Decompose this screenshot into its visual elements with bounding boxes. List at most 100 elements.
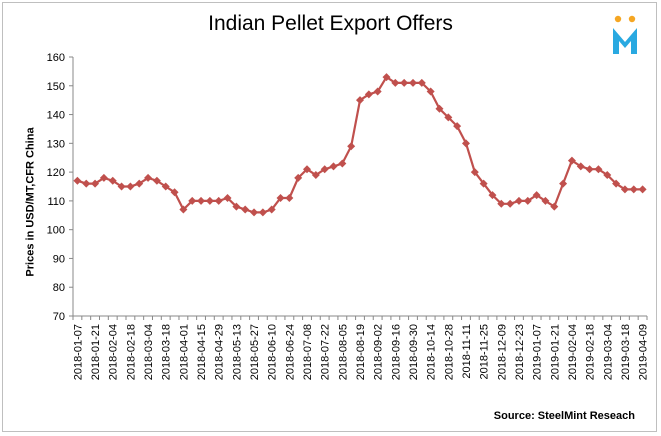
x-tick-label: 2018-01-21 bbox=[90, 324, 102, 380]
data-point bbox=[567, 156, 576, 165]
data-point bbox=[82, 179, 91, 188]
chart-title: Indian Pellet Export Offers bbox=[208, 12, 453, 35]
x-tick-label: 2018-07-22 bbox=[320, 324, 332, 380]
data-point bbox=[620, 185, 629, 194]
data-point bbox=[523, 196, 532, 205]
data-point bbox=[400, 78, 409, 87]
data-point bbox=[382, 73, 391, 82]
data-point bbox=[470, 168, 479, 177]
x-tick-label: 2019-01-21 bbox=[549, 324, 561, 380]
data-point bbox=[453, 122, 462, 131]
y-tick-label: 150 bbox=[47, 81, 65, 93]
x-tick-label: 2018-11-25 bbox=[479, 324, 491, 379]
data-point bbox=[214, 196, 223, 205]
x-tick-label: 2018-09-30 bbox=[408, 324, 420, 380]
data-point bbox=[550, 202, 559, 211]
data-point bbox=[479, 179, 488, 188]
data-point bbox=[117, 182, 126, 191]
data-point bbox=[338, 159, 347, 168]
data-point bbox=[329, 162, 338, 171]
data-point bbox=[347, 142, 356, 151]
y-tick-label: 140 bbox=[47, 110, 65, 122]
data-point bbox=[576, 162, 585, 171]
data-point bbox=[188, 196, 197, 205]
x-tick-label: 2018-12-09 bbox=[496, 324, 508, 380]
y-tick-label: 90 bbox=[53, 253, 65, 265]
data-point bbox=[73, 176, 82, 185]
data-point bbox=[435, 104, 444, 113]
x-tick-label: 2018-05-13 bbox=[231, 324, 243, 380]
x-tick-label: 2018-05-27 bbox=[249, 324, 261, 380]
x-tick-label: 2018-06-10 bbox=[267, 324, 279, 380]
x-tick-label: 2018-09-02 bbox=[373, 324, 385, 380]
y-tick-label: 120 bbox=[47, 167, 65, 179]
data-point bbox=[612, 179, 621, 188]
x-tick-label: 2018-08-19 bbox=[355, 324, 367, 380]
data-point bbox=[126, 182, 135, 191]
x-tick-label: 2018-04-01 bbox=[178, 324, 190, 380]
x-tick-label: 2019-02-18 bbox=[585, 324, 597, 380]
data-point bbox=[603, 170, 612, 179]
data-point bbox=[179, 205, 188, 214]
x-tick-label: 2019-04-09 bbox=[638, 324, 650, 380]
x-tick-label: 2018-01-07 bbox=[72, 324, 84, 380]
y-tick-label: 130 bbox=[47, 138, 65, 150]
x-tick-label: 2018-03-04 bbox=[143, 324, 155, 380]
data-point bbox=[594, 165, 603, 174]
data-point bbox=[541, 196, 550, 205]
x-tick-label: 2019-02-04 bbox=[567, 324, 579, 380]
data-point bbox=[161, 182, 170, 191]
x-tick-label: 2018-07-08 bbox=[302, 324, 314, 380]
data-point bbox=[514, 196, 523, 205]
x-tick-label: 2019-01-07 bbox=[532, 324, 544, 380]
data-point bbox=[311, 170, 320, 179]
x-tick-label: 2018-08-05 bbox=[337, 324, 349, 380]
data-point bbox=[638, 185, 647, 194]
x-tick-label: 2018-02-18 bbox=[125, 324, 137, 380]
data-point bbox=[506, 199, 515, 208]
data-point bbox=[152, 176, 161, 185]
data-point bbox=[250, 208, 259, 217]
data-point bbox=[559, 179, 568, 188]
data-point bbox=[364, 90, 373, 99]
source-note: Source: SteelMint Reseach bbox=[493, 410, 635, 422]
data-point bbox=[532, 191, 541, 200]
x-tick-label: 2018-10-28 bbox=[443, 324, 455, 380]
data-point bbox=[391, 78, 400, 87]
data-point bbox=[294, 173, 303, 182]
data-point bbox=[408, 78, 417, 87]
x-tick-label: 2018-03-18 bbox=[161, 324, 173, 380]
x-tick-label: 2018-12-23 bbox=[514, 324, 526, 380]
data-point bbox=[303, 165, 312, 174]
data-point bbox=[258, 208, 267, 217]
x-tick-label: 2018-04-15 bbox=[196, 324, 208, 380]
data-point bbox=[99, 173, 108, 182]
x-tick-label: 2018-10-14 bbox=[426, 324, 438, 380]
data-point bbox=[585, 165, 594, 174]
data-point bbox=[170, 188, 179, 197]
y-tick-label: 100 bbox=[47, 225, 65, 237]
y-tick-label: 110 bbox=[47, 196, 65, 208]
x-tick-label: 2018-11-11 bbox=[461, 324, 473, 379]
x-tick-label: 2018-04-29 bbox=[214, 324, 226, 380]
data-point bbox=[488, 191, 497, 200]
data-point bbox=[241, 205, 250, 214]
data-point bbox=[629, 185, 638, 194]
data-point bbox=[267, 205, 276, 214]
x-tick-label: 2018-09-16 bbox=[390, 324, 402, 380]
data-point bbox=[144, 173, 153, 182]
data-point bbox=[426, 87, 435, 96]
data-point bbox=[205, 196, 214, 205]
y-tick-label: 70 bbox=[53, 311, 65, 323]
data-point bbox=[320, 165, 329, 174]
data-point bbox=[232, 202, 241, 211]
data-point bbox=[108, 176, 117, 185]
x-tick-label: 2019-03-18 bbox=[620, 324, 632, 380]
data-point bbox=[223, 194, 232, 203]
steelmint-logo-icon bbox=[613, 15, 637, 54]
data-point bbox=[373, 87, 382, 96]
y-tick-label: 160 bbox=[47, 52, 65, 64]
data-point bbox=[197, 196, 206, 205]
data-point bbox=[135, 179, 144, 188]
